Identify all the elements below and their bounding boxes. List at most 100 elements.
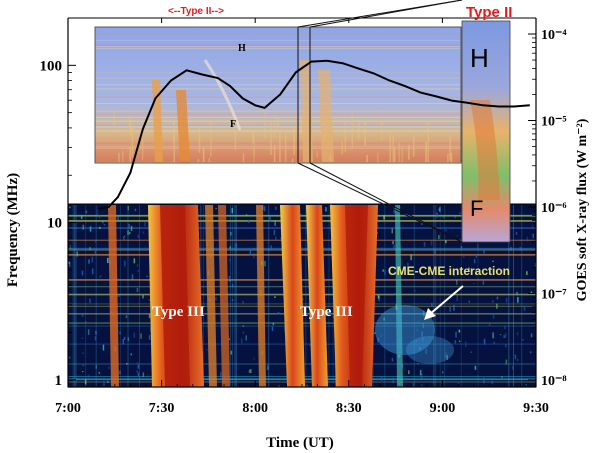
inset-band — [95, 72, 461, 74]
noise-speckle — [81, 313, 84, 317]
noise-speckle — [301, 298, 304, 301]
noise-speckle — [423, 242, 426, 247]
inset-band — [95, 77, 461, 79]
noise-speckle — [431, 381, 433, 384]
noise-speckle — [123, 238, 125, 241]
noise-speckle — [133, 332, 135, 338]
noise-speckle — [325, 207, 327, 212]
noise-speckle — [410, 254, 412, 261]
inset-streak — [122, 151, 124, 163]
zoom-connector-bottom — [297, 162, 463, 243]
inset-streak — [274, 114, 276, 135]
annotation-harmonic-large: H — [470, 43, 489, 73]
noise-speckle — [144, 221, 146, 227]
noise-speckle — [142, 231, 145, 234]
inset-streak — [270, 121, 272, 156]
noise-speckle — [442, 371, 444, 374]
inset-streak — [202, 147, 205, 163]
noise-speckle — [419, 347, 421, 351]
x-axis-label: Time (UT) — [266, 435, 334, 451]
noise-speckle — [231, 284, 234, 288]
noise-speckle — [510, 246, 512, 251]
noise-speckle — [272, 322, 275, 326]
noise-speckle — [503, 335, 505, 338]
inset-frame — [94, 26, 462, 164]
vertical-streak — [74, 205, 76, 387]
inset-streak — [427, 122, 429, 163]
noise-speckle — [412, 382, 415, 387]
noise-speckle — [516, 358, 519, 361]
annotation-cme: CME-CME interaction — [388, 264, 510, 278]
zoom-panel-emission — [470, 100, 500, 200]
inset-streak — [450, 153, 453, 163]
noise-speckle — [420, 373, 423, 379]
annotation-type3-b: Type III — [300, 304, 353, 320]
noise-speckle — [425, 348, 427, 354]
vertical-streak — [229, 205, 231, 387]
vertical-streak — [75, 205, 77, 387]
noise-speckle — [460, 245, 463, 250]
noise-speckle — [505, 359, 508, 365]
noise-speckle — [456, 295, 458, 302]
noise-speckle — [442, 216, 445, 219]
noise-speckle — [81, 371, 84, 373]
noise-speckle — [525, 384, 527, 386]
rfi-line — [68, 220, 536, 222]
noise-speckle — [465, 341, 467, 347]
annotation-fundamental-large: F — [470, 196, 483, 221]
noise-speckle — [445, 229, 447, 232]
inset-band — [95, 47, 461, 49]
vertical-streak — [508, 205, 510, 387]
noise-speckle — [444, 352, 447, 358]
noise-speckle — [91, 256, 94, 263]
inset-streak — [389, 131, 391, 163]
noise-speckle — [96, 209, 99, 216]
noise-speckle — [454, 216, 456, 219]
inset-streak — [341, 141, 343, 154]
noise-speckle — [253, 252, 255, 259]
inset-streak — [129, 117, 132, 136]
noise-speckle — [417, 321, 420, 323]
cme-arrow-line — [429, 285, 464, 315]
noise-speckle — [230, 350, 233, 355]
noise-speckle — [267, 365, 269, 370]
vertical-streak — [328, 205, 330, 387]
noise-speckle — [430, 240, 433, 246]
noise-speckle — [493, 341, 495, 344]
inset-band — [95, 130, 461, 132]
inset-streak — [253, 123, 255, 156]
noise-speckle — [422, 323, 425, 329]
noise-speckle — [468, 300, 470, 303]
noise-speckle — [415, 339, 418, 342]
inset-streak — [197, 158, 200, 163]
vertical-streak — [413, 205, 415, 387]
inset-streak — [277, 117, 279, 129]
zoom-connector-bottom2 — [309, 162, 463, 243]
noise-speckle — [245, 214, 248, 216]
noise-speckle — [459, 212, 461, 214]
rfi-line — [68, 247, 536, 250]
noise-speckle — [453, 274, 455, 277]
inset-band — [95, 103, 461, 104]
noise-speckle — [511, 365, 514, 370]
noise-speckle — [496, 303, 498, 309]
inset-band — [95, 142, 461, 144]
noise-speckle — [517, 297, 519, 303]
noise-speckle — [131, 274, 134, 280]
inset-streak — [234, 132, 237, 150]
type3-burst-b — [280, 205, 378, 387]
inset-streak — [252, 130, 254, 144]
noise-speckle — [456, 234, 459, 237]
noise-speckle — [84, 379, 87, 385]
noise-speckle — [133, 258, 136, 264]
noise-speckle — [253, 357, 255, 360]
y-right-tick-label: 10⁻⁶ — [541, 201, 567, 216]
noise-speckle — [499, 334, 502, 336]
noise-speckle — [436, 212, 438, 218]
vertical-streak — [232, 205, 233, 387]
inset-band — [95, 146, 461, 148]
noise-speckle — [103, 224, 106, 226]
noise-speckle — [482, 280, 485, 285]
inset-streak — [273, 144, 276, 163]
noise-speckle — [458, 340, 461, 342]
